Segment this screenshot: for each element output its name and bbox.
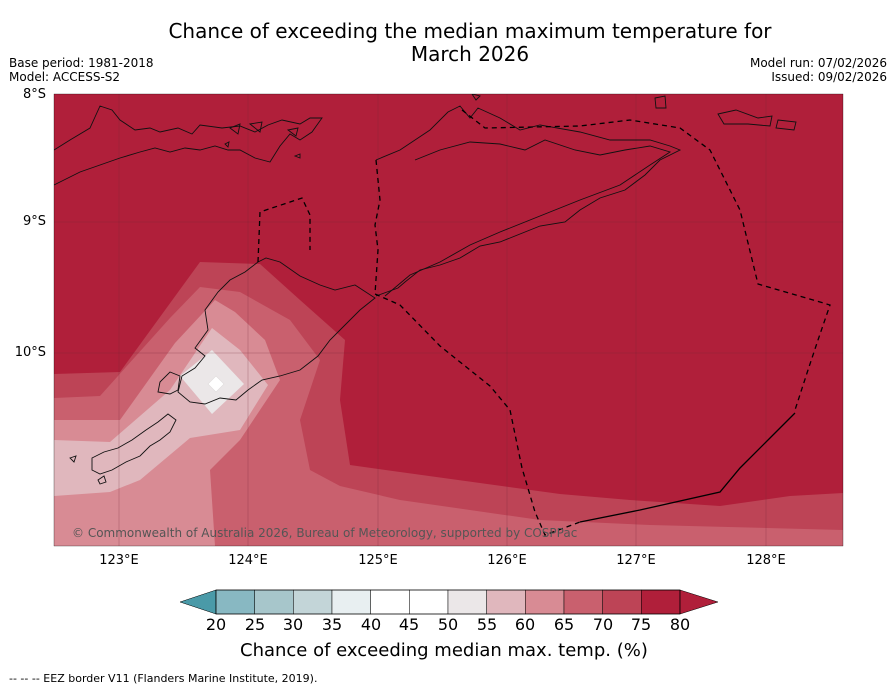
colorbar-cell-75-80 <box>641 589 681 615</box>
colorbar-cell-30-35 <box>293 589 333 615</box>
band-50-55 <box>207 375 225 393</box>
meta-right: Model run: 07/02/2026 Issued: 09/02/2026 <box>750 56 887 84</box>
colorbar-cell-70-75 <box>602 589 642 615</box>
lon-label-128e: 128°E <box>746 553 786 568</box>
issued-date: Issued: 09/02/2026 <box>771 70 887 84</box>
model-name: Model: ACCESS-S2 <box>9 70 121 84</box>
colorbar-title: Chance of exceeding median max. temp. (%… <box>240 640 648 661</box>
colorbar-cell-55-60 <box>486 589 526 615</box>
colorbar-label-20: 20 <box>205 615 227 634</box>
colorbar-label-30: 30 <box>282 615 304 634</box>
colorbar-label-60: 60 <box>514 615 536 634</box>
colorbar-cell-65-70 <box>563 589 603 615</box>
colorbar-cell-40-45 <box>370 589 410 615</box>
colorbar-label-55: 55 <box>476 615 498 634</box>
colorbar-label-65: 65 <box>553 615 575 634</box>
colorbar-label-45: 45 <box>398 615 420 634</box>
lon-label-124e: 124°E <box>228 553 268 568</box>
gridlines <box>54 94 843 546</box>
colorbar-high-extend <box>679 589 719 615</box>
base-period: Base period: 1981-2018 <box>9 56 154 70</box>
colorbar-cell-60-65 <box>525 589 565 615</box>
eez-legend: -- -- -- EEZ border V11 (Flanders Marine… <box>9 672 318 685</box>
colorbar-cell-50-55 <box>447 589 487 615</box>
lat-label-10s: 10°S <box>14 345 46 360</box>
map-frame <box>53 93 844 547</box>
colorbar-outline <box>215 589 681 615</box>
colorbar-cells <box>215 589 681 615</box>
colorbar-label-70: 70 <box>592 615 614 634</box>
colorbar-label-80: 80 <box>669 615 691 634</box>
colorbar-low-extend <box>179 589 217 615</box>
title-line-1: Chance of exceeding the median maximum t… <box>168 19 772 43</box>
lat-label-9s: 9°S <box>22 214 46 229</box>
colorbar-cell-20-25 <box>215 589 255 615</box>
contour-layer <box>54 94 843 546</box>
colorbar-label-35: 35 <box>321 615 343 634</box>
lon-label-126e: 126°E <box>487 553 527 568</box>
model-run: Model run: 07/02/2026 <box>749 56 887 70</box>
eez-border <box>257 109 831 536</box>
coastlines <box>54 94 797 485</box>
colorbar-label-25: 25 <box>244 615 266 634</box>
colorbar-cell-35-40 <box>331 589 371 615</box>
title-line-2: March 2026 <box>410 42 530 66</box>
lat-label-8s: 8°S <box>22 87 46 102</box>
colorbar-cell-45-50 <box>409 589 449 615</box>
meta-left: Base period: 1981-2018 Model: ACCESS-S2 <box>9 56 154 84</box>
lon-label-123e: 123°E <box>99 553 139 568</box>
colorbar-label-75: 75 <box>630 615 652 634</box>
copyright-notice: © Commonwealth of Australia 2026, Bureau… <box>72 526 578 540</box>
colorbar-label-40: 40 <box>360 615 382 634</box>
colorbar-label-50: 50 <box>437 615 459 634</box>
map-title: Chance of exceeding the median maximum t… <box>0 20 896 66</box>
lon-label-127e: 127°E <box>616 553 656 568</box>
colorbar-cell-25-30 <box>254 589 294 615</box>
international-border <box>579 412 796 523</box>
lon-label-125e: 125°E <box>358 553 398 568</box>
